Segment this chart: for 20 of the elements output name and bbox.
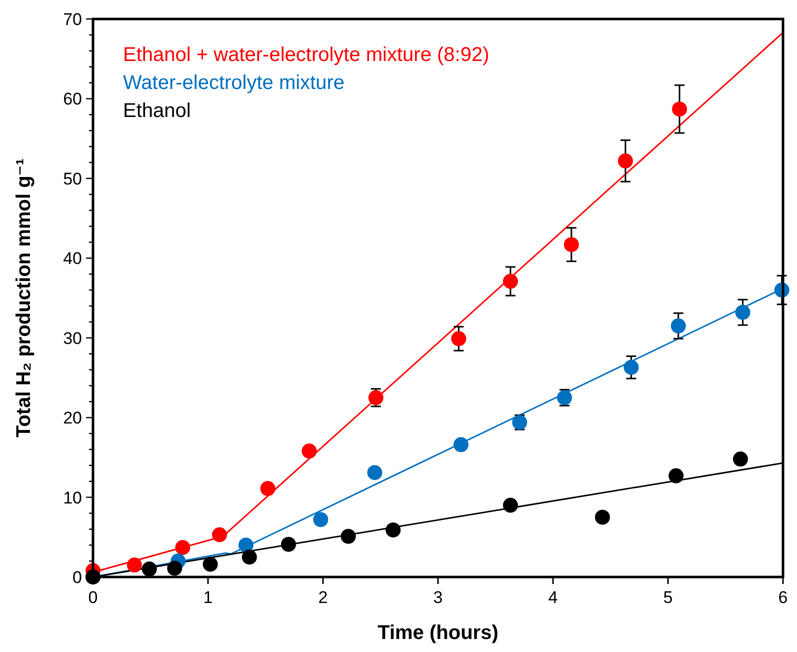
- x-tick-label: 6: [778, 588, 788, 607]
- y-axis-title: Total H₂ production mmol g⁻¹: [13, 158, 35, 438]
- y-tick-label: 0: [72, 568, 82, 587]
- y-tick-label: 40: [63, 249, 82, 268]
- text: Water-electrolyte mixture: [123, 72, 345, 94]
- y-tick-label: 50: [63, 169, 82, 188]
- y-tick-label: 60: [63, 90, 82, 109]
- x-tick-label: 2: [318, 588, 328, 607]
- x-tick-label: 0: [88, 588, 98, 607]
- x-tick-label: 4: [548, 588, 558, 607]
- x-axis-title: Time (hours): [378, 622, 498, 644]
- y-tick-label: 30: [63, 328, 82, 348]
- x-tick-label: 5: [663, 588, 673, 607]
- y-tick-label: 20: [63, 408, 82, 428]
- y-tick-label: 70: [63, 10, 82, 29]
- text: Ethanol: [123, 100, 191, 122]
- x-tick-label: 3: [433, 588, 443, 607]
- x-tick-label: 1: [203, 588, 213, 607]
- y-tick-label: 10: [63, 488, 82, 508]
- text: Ethanol + water-electrolyte mixture (8:92): [123, 44, 490, 66]
